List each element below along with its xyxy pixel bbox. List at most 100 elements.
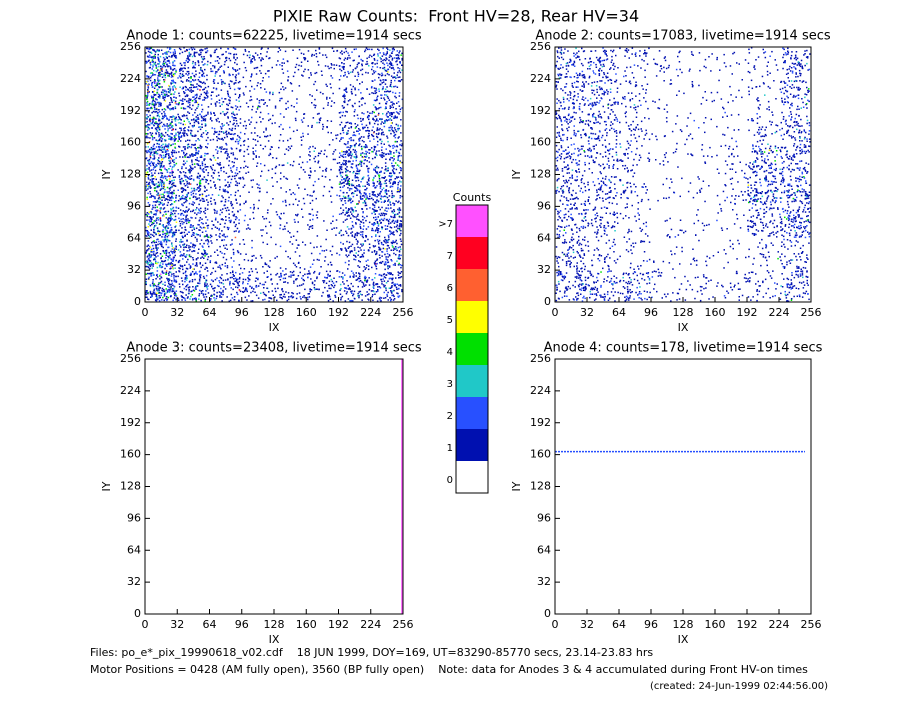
count-pixel bbox=[292, 130, 295, 133]
count-pixel bbox=[268, 300, 270, 302]
count-pixel bbox=[367, 137, 370, 139]
count-pixel bbox=[374, 260, 377, 262]
count-pixel bbox=[248, 271, 251, 273]
count-pixel bbox=[207, 111, 209, 114]
count-pixel bbox=[158, 119, 160, 122]
count-pixel bbox=[201, 194, 204, 197]
count-pixel bbox=[320, 245, 322, 248]
count-pixel bbox=[256, 165, 258, 167]
count-pixel bbox=[242, 239, 245, 241]
count-pixel bbox=[391, 165, 393, 167]
count-pixel bbox=[375, 166, 378, 169]
count-pixel bbox=[175, 275, 177, 278]
count-pixel bbox=[394, 115, 396, 117]
count-pixel bbox=[252, 147, 254, 149]
count-pixel bbox=[206, 238, 209, 241]
count-pixel bbox=[359, 161, 361, 163]
count-pixel bbox=[391, 290, 394, 292]
count-pixel bbox=[163, 146, 166, 148]
count-pixel bbox=[145, 126, 147, 128]
count-pixel bbox=[179, 255, 182, 257]
count-pixel bbox=[359, 277, 361, 280]
count-pixel bbox=[256, 162, 259, 164]
count-pixel bbox=[253, 217, 255, 220]
count-pixel bbox=[164, 139, 166, 141]
count-pixel bbox=[159, 262, 162, 264]
count-pixel bbox=[353, 274, 355, 276]
count-pixel bbox=[157, 109, 159, 111]
count-pixel bbox=[189, 101, 191, 104]
count-pixel bbox=[374, 194, 376, 196]
count-pixel bbox=[391, 162, 393, 165]
count-pixel bbox=[344, 167, 347, 170]
count-pixel bbox=[239, 150, 241, 153]
count-pixel bbox=[174, 164, 176, 166]
count-pixel bbox=[354, 145, 356, 148]
count-pixel bbox=[173, 277, 175, 279]
count-pixel bbox=[219, 294, 221, 297]
count-pixel bbox=[390, 151, 392, 153]
count-pixel bbox=[191, 250, 193, 253]
count-pixel bbox=[171, 203, 174, 205]
count-pixel bbox=[148, 232, 150, 234]
count-pixel bbox=[378, 246, 380, 249]
count-pixel bbox=[204, 268, 206, 270]
count-pixel bbox=[282, 228, 284, 231]
count-pixel bbox=[363, 112, 365, 115]
count-pixel bbox=[384, 238, 387, 241]
count-pixel bbox=[257, 297, 260, 299]
count-pixel bbox=[180, 172, 182, 174]
count-pixel bbox=[151, 249, 153, 251]
count-pixel bbox=[147, 80, 149, 82]
count-pixel bbox=[239, 203, 241, 205]
count-pixel bbox=[186, 199, 188, 202]
count-pixel bbox=[398, 207, 401, 209]
count-pixel bbox=[224, 222, 226, 225]
count-pixel bbox=[389, 254, 391, 257]
count-pixel bbox=[173, 161, 175, 164]
count-pixel bbox=[318, 288, 320, 291]
count-pixel bbox=[151, 103, 153, 106]
count-pixel bbox=[350, 163, 353, 165]
count-pixel bbox=[177, 119, 179, 121]
count-pixel bbox=[377, 225, 380, 227]
count-pixel bbox=[193, 272, 196, 275]
count-pixel bbox=[398, 165, 400, 167]
count-pixel bbox=[200, 210, 202, 213]
count-pixel bbox=[304, 171, 306, 173]
count-pixel bbox=[309, 242, 312, 244]
count-pixel bbox=[381, 226, 384, 229]
count-pixel bbox=[227, 154, 229, 157]
count-pixel bbox=[354, 186, 357, 189]
count-pixel bbox=[401, 264, 403, 267]
count-pixel bbox=[331, 254, 333, 256]
count-pixel bbox=[363, 252, 365, 254]
count-pixel bbox=[174, 147, 177, 149]
count-pixel bbox=[275, 290, 277, 293]
count-pixel bbox=[397, 264, 400, 266]
count-pixel bbox=[243, 139, 246, 142]
count-pixel bbox=[395, 239, 397, 242]
count-pixel bbox=[151, 127, 153, 129]
count-pixel bbox=[378, 176, 380, 178]
count-pixel bbox=[289, 164, 292, 166]
count-pixel bbox=[371, 129, 373, 132]
count-pixel bbox=[387, 266, 389, 268]
count-pixel bbox=[364, 192, 366, 195]
count-pixel bbox=[151, 282, 154, 285]
count-pixel bbox=[187, 209, 189, 212]
count-pixel bbox=[383, 143, 385, 145]
count-pixel bbox=[362, 284, 365, 286]
count-pixel bbox=[354, 174, 356, 177]
count-pixel bbox=[253, 288, 255, 290]
count-pixel bbox=[399, 110, 401, 113]
count-pixel bbox=[379, 262, 381, 264]
count-pixel bbox=[156, 126, 158, 129]
count-pixel bbox=[147, 176, 150, 179]
count-pixel bbox=[223, 235, 225, 237]
count-pixel bbox=[197, 234, 199, 236]
count-pixel bbox=[240, 167, 242, 169]
count-pixel bbox=[280, 172, 282, 174]
count-pixel bbox=[282, 200, 284, 203]
count-pixel bbox=[391, 185, 394, 188]
